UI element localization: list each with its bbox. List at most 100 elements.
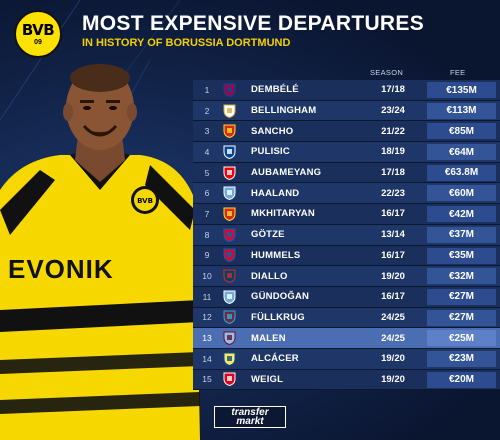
west-ham-crest-icon — [221, 310, 237, 325]
fee-value: €37M — [427, 226, 496, 243]
season-value: 24/25 — [381, 311, 405, 323]
fee-value: €25M — [427, 330, 496, 347]
fee-value: €63.8M — [427, 164, 496, 181]
man-united-crest-icon — [221, 207, 237, 221]
table-row: 5 AUBAMEYANG 17/18 €63.8M — [193, 162, 500, 184]
table-row: 14 ALCÁCER 19/20 €23M — [193, 348, 500, 370]
fee-value: €64M — [427, 144, 496, 161]
player-name: PULISIC — [251, 146, 290, 158]
player-name: ALCÁCER — [251, 353, 299, 365]
logo-text: BVB — [21, 20, 55, 39]
season-value: 17/18 — [381, 167, 405, 179]
player-name: WEIGL — [251, 373, 284, 385]
page-subtitle: IN HISTORY OF BORUSSIA DORTMUND — [82, 37, 291, 49]
aston-villa-crest-icon — [221, 331, 237, 346]
barcelona-crest-icon — [221, 83, 237, 97]
rank-number: 9 — [204, 250, 210, 261]
table-row: 10 DIALLO 19/20 €32M — [193, 266, 500, 287]
season-value: 21/22 — [381, 125, 405, 137]
season-value: 18/19 — [381, 146, 405, 158]
table-row: 15 WEIGL 19/20 €20M — [193, 369, 500, 391]
rank-number: 6 — [204, 188, 210, 199]
fee-value: €42M — [427, 206, 496, 223]
fee-value: €27M — [427, 309, 496, 326]
player-name: HUMMELS — [251, 249, 301, 261]
man-city-crest-icon — [221, 186, 237, 201]
brand-line-1: transfer — [231, 406, 269, 418]
rank-number: 1 — [204, 84, 210, 95]
player-name: SANCHO — [251, 125, 294, 137]
villarreal-crest-icon — [221, 352, 237, 366]
player-name: BELLINGHAM — [251, 105, 317, 117]
fee-value: €32M — [427, 268, 496, 285]
fee-value: €60M — [427, 185, 496, 202]
fee-value: €85M — [427, 123, 496, 140]
season-value: 23/24 — [381, 105, 405, 117]
season-value: 19/20 — [381, 270, 405, 282]
player-name: FÜLLKRUG — [251, 311, 305, 323]
page-title: MOST EXPENSIVE DEPARTURES — [82, 12, 425, 35]
rank-number: 11 — [202, 291, 212, 302]
fee-column-header: FEE — [450, 68, 466, 77]
real-madrid-crest-icon — [221, 104, 237, 118]
rank-number: 2 — [204, 105, 210, 116]
table-row: 9 HUMMELS 16/17 €35M — [193, 245, 500, 267]
player-name: AUBAMEYANG — [251, 167, 322, 179]
rank-number: 4 — [204, 146, 210, 157]
player-name: DIALLO — [251, 270, 288, 282]
player-name: HAALAND — [251, 187, 300, 199]
transfermarkt-logo: transfer markt — [214, 406, 286, 428]
rank-number: 14 — [202, 353, 212, 364]
chelsea-crest-icon — [221, 145, 237, 159]
season-value: 22/23 — [381, 187, 405, 199]
benfica-crest-icon — [221, 372, 237, 387]
bayern-crest-icon — [221, 248, 237, 263]
ranking-table: 1 DEMBÉLÉ 17/18 €135M 2 BELLINGHAM 23/24 €113M 3… — [193, 80, 500, 391]
svg-text:BVB: BVB — [137, 197, 153, 205]
player-name: MALEN — [251, 332, 286, 344]
rank-number: 15 — [202, 374, 212, 385]
season-value: 19/20 — [381, 373, 405, 385]
brand-line-2: markt — [236, 416, 264, 427]
season-value: 16/17 — [381, 291, 405, 303]
svg-text:EVONIK: EVONIK — [8, 254, 114, 284]
man-united-crest-icon — [221, 124, 237, 139]
bayern-crest-icon — [221, 228, 237, 242]
player-name: MKHITARYAN — [251, 208, 315, 220]
rank-number: 8 — [204, 229, 210, 240]
season-value: 24/25 — [381, 332, 405, 344]
season-value: 16/17 — [381, 208, 405, 220]
table-row: 1 DEMBÉLÉ 17/18 €135M — [193, 80, 500, 101]
rank-number: 10 — [202, 271, 212, 282]
table-row: 4 PULISIC 18/19 €64M — [193, 142, 500, 163]
player-name: DEMBÉLÉ — [251, 84, 299, 96]
rank-number: 3 — [204, 126, 210, 137]
fee-value: €35M — [427, 247, 496, 264]
fee-value: €135M — [427, 82, 496, 98]
rank-number: 12 — [202, 312, 212, 323]
rank-number: 7 — [204, 208, 210, 219]
rank-number: 5 — [204, 167, 210, 178]
season-value: 13/14 — [381, 229, 405, 241]
bvb-logo: BVB 09 — [14, 10, 62, 58]
season-column-header: SEASON — [370, 68, 404, 77]
table-row: 6 HAALAND 22/23 €60M — [193, 183, 500, 205]
season-value: 17/18 — [381, 84, 405, 96]
player-name: GÖTZE — [251, 229, 285, 241]
psg-crest-icon — [221, 269, 237, 284]
player-photo: BVB EVONIK — [0, 60, 200, 440]
fee-value: €20M — [427, 371, 496, 388]
man-city-crest-icon — [221, 290, 237, 304]
player-name: GÜNDOĞAN — [251, 291, 310, 303]
table-row: 2 BELLINGHAM 23/24 €113M — [193, 100, 500, 122]
season-value: 16/17 — [381, 249, 405, 261]
table-row: 3 SANCHO 21/22 €85M — [193, 121, 500, 143]
table-row: 13 MALEN 24/25 €25M — [193, 328, 500, 349]
arsenal-crest-icon — [221, 166, 237, 180]
season-value: 19/20 — [381, 353, 405, 365]
table-row: 11 GÜNDOĞAN 16/17 €27M — [193, 286, 500, 308]
rank-number: 13 — [202, 333, 212, 344]
fee-value: €113M — [427, 102, 496, 119]
fee-value: €23M — [427, 350, 496, 367]
logo-year: 09 — [34, 38, 42, 46]
